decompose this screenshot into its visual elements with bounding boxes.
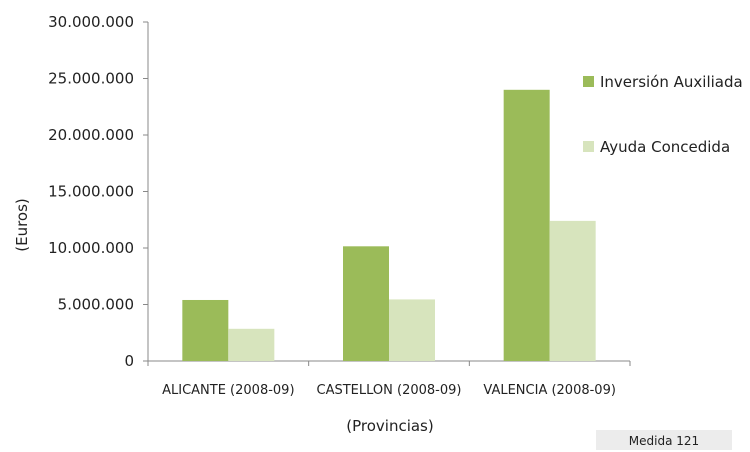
y-axis-title: (Euros)	[13, 198, 31, 252]
measure-badge: Medida 121	[596, 430, 732, 450]
x-category-label: VALENCIA (2008-09)	[483, 383, 616, 398]
y-tick-label: 15.000.000	[48, 183, 134, 201]
x-axis-title: (Provincias)	[346, 417, 433, 435]
bar-ayuda-concedida	[549, 220, 596, 361]
x-category-label: CASTELLON (2008-09)	[317, 383, 462, 398]
bar-ayuda-concedida	[389, 299, 435, 361]
y-tick-label: 30.000.000	[48, 13, 134, 31]
y-tick-label: 10.000.000	[48, 239, 134, 257]
bar-inversion-auxiliada	[343, 246, 389, 361]
legend-label: Inversión Auxiliada	[600, 73, 743, 91]
y-tick-label: 20.000.000	[48, 126, 134, 144]
bars	[182, 89, 596, 362]
x-axis-tick-marks	[147, 361, 631, 366]
y-tick-label: 0	[124, 352, 134, 370]
x-category-label: ALICANTE (2008-09)	[162, 383, 294, 398]
bar-inversion-auxiliada	[182, 299, 229, 361]
bar-ayuda-concedida	[228, 328, 275, 361]
legend-swatch	[583, 76, 594, 87]
legend: Inversión Auxiliada Ayuda Concedida	[583, 73, 743, 156]
y-tick-label: 25.000.000	[48, 70, 134, 88]
y-tick-label: 5.000.000	[58, 296, 134, 314]
legend-label: Ayuda Concedida	[600, 138, 730, 156]
legend-swatch	[583, 141, 594, 152]
bar-inversion-auxiliada	[503, 89, 550, 362]
y-axis-ticks: 0 5.000.000 10.000.000 15.000.000 20.000.000…	[48, 13, 148, 370]
x-axis-category-labels: ALICANTE (2008-09) CASTELLON (2008-09) VAL…	[162, 383, 616, 398]
